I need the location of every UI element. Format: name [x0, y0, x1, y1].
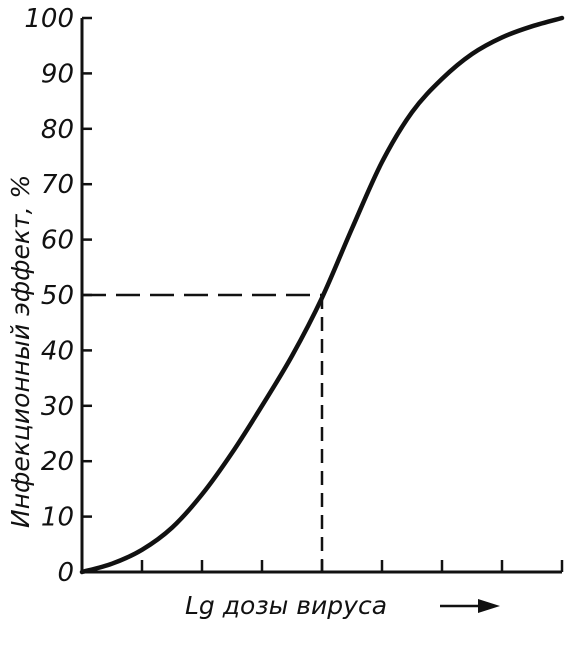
y-tick-label: 20	[41, 447, 74, 477]
y-tick-label: 30	[41, 392, 74, 422]
y-tick-label: 90	[41, 59, 74, 89]
x-axis-arrow-icon	[440, 599, 500, 613]
series-line	[79, 15, 565, 575]
y-tick-label: 10	[41, 503, 74, 533]
y-tick-label: 60	[41, 226, 74, 256]
y-axis-title: Инфекционный эффект, %	[6, 175, 35, 528]
ticks: 0 10 20 30 40 50 60 70 80 90 100	[24, 4, 564, 588]
x-axis-title: Lg дозы вируса	[185, 591, 387, 620]
reference-lines	[82, 293, 324, 572]
y-tick-label: 0	[57, 558, 74, 588]
y-tick-label: 50	[41, 281, 74, 311]
arrow-head	[478, 599, 500, 613]
y-tick-label: 100	[24, 4, 74, 34]
y-tick-label: 70	[41, 170, 74, 200]
y-tick-label: 80	[41, 115, 74, 145]
series-layer	[79, 15, 565, 575]
y-tick-label: 40	[41, 336, 74, 366]
